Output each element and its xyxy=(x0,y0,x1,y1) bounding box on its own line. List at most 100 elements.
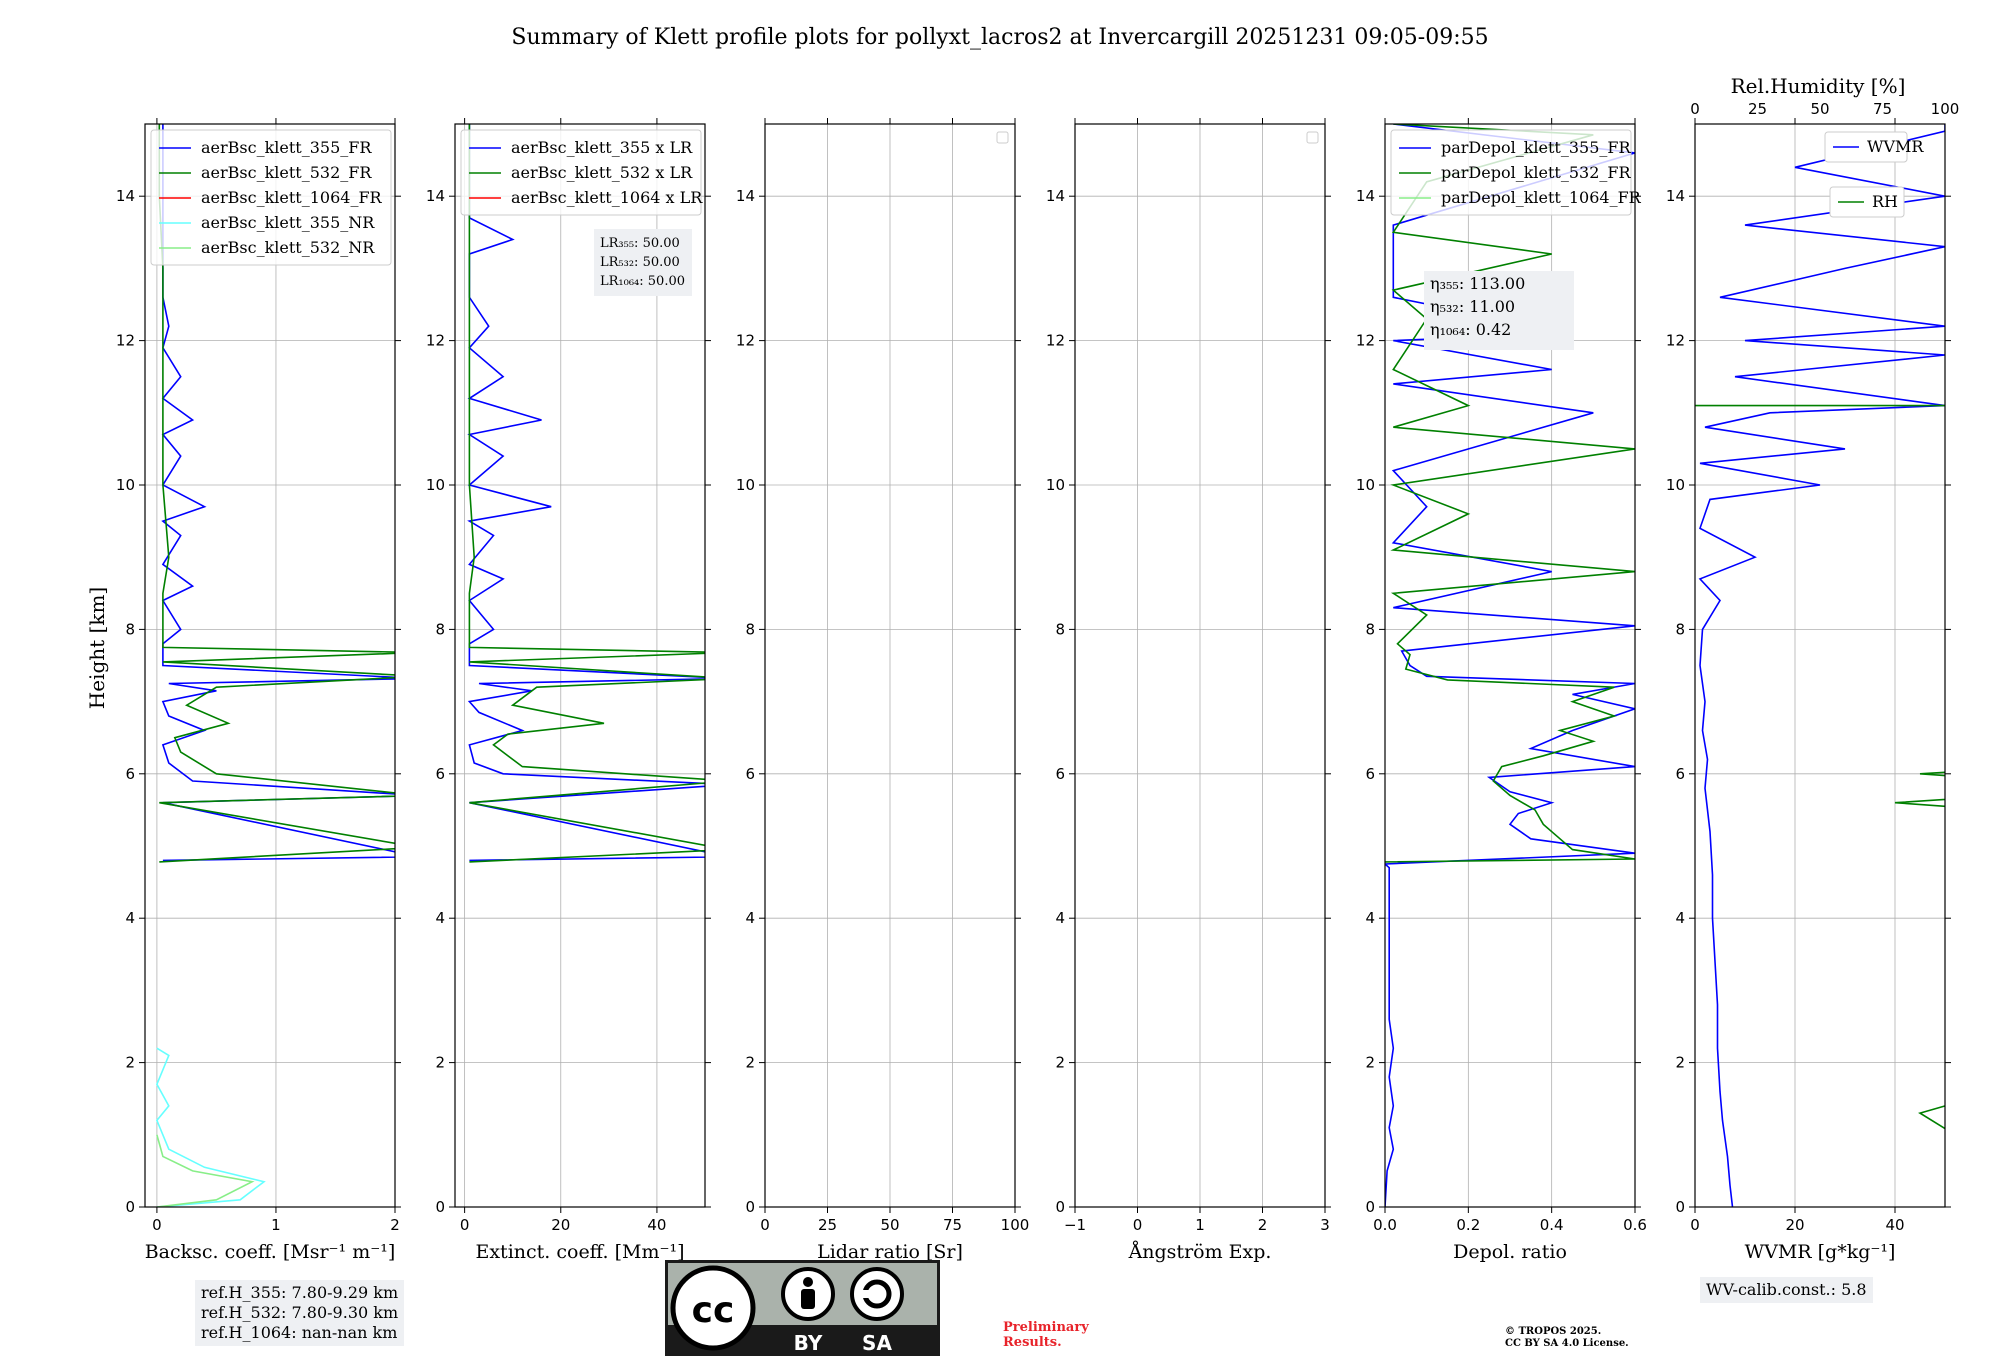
sa-icon xyxy=(850,1267,904,1321)
y-tick-label: 4 xyxy=(745,909,755,927)
x-axis-label: WVMR [g*kg⁻¹] xyxy=(1745,1241,1896,1263)
y-tick-label: 12 xyxy=(1356,332,1375,350)
series-aerBsc_klett_355 x LR xyxy=(467,124,705,862)
y-tick-label: 14 xyxy=(1666,187,1685,205)
y-tick-label: 10 xyxy=(736,476,755,494)
axes-frame xyxy=(1694,123,1946,1208)
x-tick-label: 20 xyxy=(551,1216,570,1234)
y-tick-label: 2 xyxy=(125,1054,135,1072)
legend-box xyxy=(1824,131,1908,163)
y-tick-label: 14 xyxy=(1356,187,1375,205)
x-tick-label: 0 xyxy=(460,1216,470,1234)
y-tick-label: 14 xyxy=(116,187,135,205)
series-aerBsc_klett_532_FR xyxy=(158,124,395,863)
y-tick-label: 0 xyxy=(745,1198,755,1216)
preliminary-line-1: Preliminary xyxy=(1003,1320,1089,1335)
y-tick-label: 8 xyxy=(435,620,445,638)
y-tick-label: 8 xyxy=(1055,620,1065,638)
x-axis-label: Ångström Exp. xyxy=(1128,1241,1272,1263)
annotation-box xyxy=(594,229,692,296)
y-tick-label: 0 xyxy=(1365,1198,1375,1216)
figure-title: Summary of Klett profile plots for polly… xyxy=(511,25,1488,50)
panel-2: 0 20 40 0 2 4 6 8 10 12 14 Extinct. coeff. [Mm⁻¹] ae… xyxy=(426,118,711,1263)
annotation-line: LR₃₅₅: 50.00 xyxy=(600,236,680,251)
y-tick-label: 6 xyxy=(125,765,135,783)
series-group xyxy=(1385,124,1635,1207)
legend-box xyxy=(1390,129,1632,216)
y-tick-label: 0 xyxy=(1055,1198,1065,1216)
x-tick-label: 3 xyxy=(1320,1216,1330,1234)
empty-legend xyxy=(1306,131,1319,144)
x2-tick-label: 25 xyxy=(1748,100,1767,118)
y-tick-label: 8 xyxy=(125,620,135,638)
legend-label: aerBsc_klett_532_FR xyxy=(201,163,372,182)
series-aerBsc_klett_355_FR xyxy=(161,124,395,862)
annotation-box xyxy=(1424,271,1574,350)
x2-tick-label: 50 xyxy=(1810,100,1829,118)
tropos-copyright: © TROPOS 2025. CC BY SA 4.0 License. xyxy=(1505,1326,1629,1350)
x-tick-label: 0 xyxy=(1133,1216,1143,1234)
x-tick-label: 40 xyxy=(1885,1216,1904,1234)
y-tick-label: 6 xyxy=(435,765,445,783)
legend-label: parDepol_klett_532_FR xyxy=(1441,163,1632,182)
annotation-line: LR₅₃₂: 50.00 xyxy=(600,255,680,270)
cc-icon xyxy=(670,1265,756,1351)
x-tick-label: −1 xyxy=(1064,1216,1086,1234)
y-tick-label: 8 xyxy=(1365,620,1375,638)
y-tick-label: 4 xyxy=(1675,909,1685,927)
series-RH xyxy=(1695,404,1945,1130)
legend-box xyxy=(1829,186,1905,218)
x-tick-label: 1 xyxy=(271,1216,281,1234)
y-tick-label: 10 xyxy=(426,476,445,494)
tropos-line-2: CC BY SA 4.0 License. xyxy=(1505,1338,1629,1349)
sa-label: SA xyxy=(862,1331,892,1355)
x-axis-label: Backsc. coeff. [Msr⁻¹ m⁻¹] xyxy=(145,1241,396,1263)
legend-box xyxy=(460,129,702,216)
y-tick-label: 12 xyxy=(736,332,755,350)
y-tick-label: 10 xyxy=(116,476,135,494)
reference-height-box: ref.H_355: 7.80-9.29 km ref.H_532: 7.80-… xyxy=(195,1280,405,1346)
y-tick-label: 10 xyxy=(1046,476,1065,494)
x-tick-label: 1 xyxy=(1195,1216,1205,1234)
x-axis-label: Lidar ratio [Sr] xyxy=(817,1241,963,1263)
legend-label: WVMR xyxy=(1867,137,1924,156)
axes-frame xyxy=(144,123,396,1208)
y-tick-label: 4 xyxy=(435,909,445,927)
y-tick-label: 10 xyxy=(1356,476,1375,494)
series-group xyxy=(1695,124,1945,1207)
legend-label: parDepol_klett_355_FR xyxy=(1441,138,1632,157)
series-WVMR xyxy=(1698,124,1945,1207)
panel-5: 0.0 0.2 0.4 0.6 0 2 4 6 8 10 12 14 Depol. ratio parDe… xyxy=(1356,118,1647,1263)
x-tick-label: 20 xyxy=(1785,1216,1804,1234)
x-tick-label: 2 xyxy=(1258,1216,1268,1234)
y-tick-label: 2 xyxy=(1675,1054,1685,1072)
y-tick-label: 4 xyxy=(1055,909,1065,927)
annotation-line: η₅₃₂: 11.00 xyxy=(1430,297,1515,316)
legend-label: aerBsc_klett_532 x LR xyxy=(511,163,693,182)
x-axis-label: Extinct. coeff. [Mm⁻¹] xyxy=(475,1241,684,1263)
x2-tick-label: 75 xyxy=(1873,100,1892,118)
x-tick-label: 50 xyxy=(880,1216,899,1234)
series-aerBsc_klett_532 x LR xyxy=(468,124,705,863)
legend-label: aerBsc_klett_532_NR xyxy=(201,238,375,257)
y-tick-label: 14 xyxy=(426,187,445,205)
series-aerBsc_klett_355_NR xyxy=(155,1047,266,1207)
svg-text:cc: cc xyxy=(692,1290,735,1331)
preliminary-note: Preliminary Results. xyxy=(1003,1320,1089,1350)
y-tick-label: 6 xyxy=(1675,765,1685,783)
x2-tick-label: 100 xyxy=(1931,100,1960,118)
y-tick-label: 0 xyxy=(125,1198,135,1216)
legend-label: aerBsc_klett_1064_FR xyxy=(201,188,383,207)
x-tick-label: 0.6 xyxy=(1623,1216,1647,1234)
x-tick-label: 0 xyxy=(760,1216,770,1234)
y-tick-label: 10 xyxy=(1666,476,1685,494)
empty-legend xyxy=(996,131,1009,144)
x-tick-label: 25 xyxy=(818,1216,837,1234)
annotation-line: η₃₅₅: 113.00 xyxy=(1430,274,1525,293)
y-tick-label: 2 xyxy=(435,1054,445,1072)
series-parDepol_klett_532_FR xyxy=(1385,124,1635,863)
y-tick-label: 0 xyxy=(435,1198,445,1216)
